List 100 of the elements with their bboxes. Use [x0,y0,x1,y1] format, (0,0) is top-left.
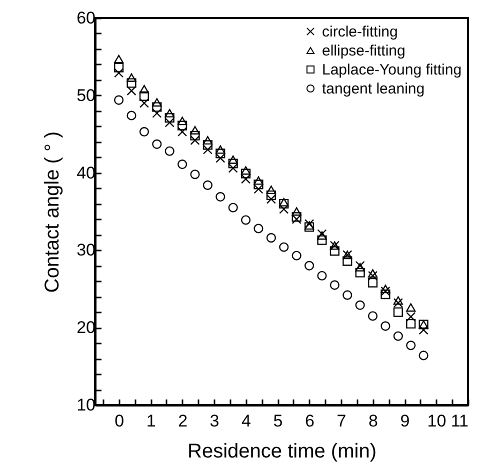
point [279,198,289,209]
point [216,148,226,158]
y-axis-title: Contact angle ( ° ) [42,131,64,293]
point [178,126,188,137]
point [152,102,162,112]
point [152,108,162,118]
point [164,118,174,128]
point [393,331,403,341]
point [393,307,403,317]
point [228,163,238,173]
point [202,140,212,150]
point [241,166,251,175]
y-tick-label: 60 [76,8,96,28]
point [355,268,365,278]
legend-label: circle-fitting [322,24,398,40]
legend-label: Laplace-Young fitting [322,62,462,78]
point [202,180,212,190]
point [254,180,264,190]
point [254,176,264,185]
point [139,98,149,108]
point [190,130,200,140]
point [114,95,124,105]
point [406,312,416,322]
point [241,215,251,225]
x-tick-label: 7 [336,412,346,430]
point [406,303,416,312]
point [164,113,174,123]
point [342,256,352,266]
point [139,84,149,94]
point [202,136,212,145]
point [139,91,149,101]
x-tick-label: 2 [178,412,188,430]
point [164,108,174,118]
point [406,340,416,350]
point [241,174,251,184]
legend-label: tangent leaning [322,80,425,98]
point [139,127,149,137]
point [355,263,365,272]
point [216,145,226,154]
point [178,160,188,170]
point [152,139,162,149]
point [342,290,352,300]
point [114,62,124,72]
point [216,192,226,202]
point [228,155,238,164]
point [317,235,327,245]
point [190,170,200,180]
legend-label: ellipse-fitting [322,42,406,60]
point [292,207,302,216]
point [368,311,378,321]
point [330,246,340,256]
point [368,269,378,278]
point [380,321,390,331]
x-tick-label: 10 [427,412,446,430]
point [126,78,136,88]
point [380,290,390,300]
point [228,158,238,168]
point [216,153,226,163]
point [254,184,264,194]
point [190,126,200,134]
y-tick-label: 10 [76,396,96,414]
point [317,270,327,281]
point [178,120,188,130]
point [178,116,188,126]
x-tick-label: 4 [242,412,252,430]
point [241,168,251,178]
point [266,186,276,194]
point [292,250,302,260]
point [254,224,264,234]
point [126,86,136,96]
point [368,278,378,288]
point [330,280,340,290]
point [126,110,136,120]
point [266,233,276,243]
point [292,212,302,222]
x-tick-label: 5 [273,412,283,430]
point [266,190,276,200]
point [393,296,403,305]
point [406,318,416,329]
point [304,260,314,270]
x-tick-label: 11 [450,412,468,430]
point [114,54,124,64]
point [418,350,428,360]
point [380,284,390,294]
x-tick-label: 3 [210,412,220,430]
x-tick-label: 0 [114,412,124,430]
point [266,194,276,204]
point [126,73,136,82]
x-tick-label: 1 [146,412,156,430]
point [228,202,238,212]
point [393,298,403,308]
x-tick-label: 6 [305,412,315,430]
point [190,136,200,146]
x-tick-label: 8 [368,412,378,430]
x-axis-title: Residence time (min) [188,440,376,462]
x-tick-label: 9 [400,412,410,430]
point [279,242,289,252]
point [152,98,162,107]
point [355,300,365,310]
point [164,146,174,156]
